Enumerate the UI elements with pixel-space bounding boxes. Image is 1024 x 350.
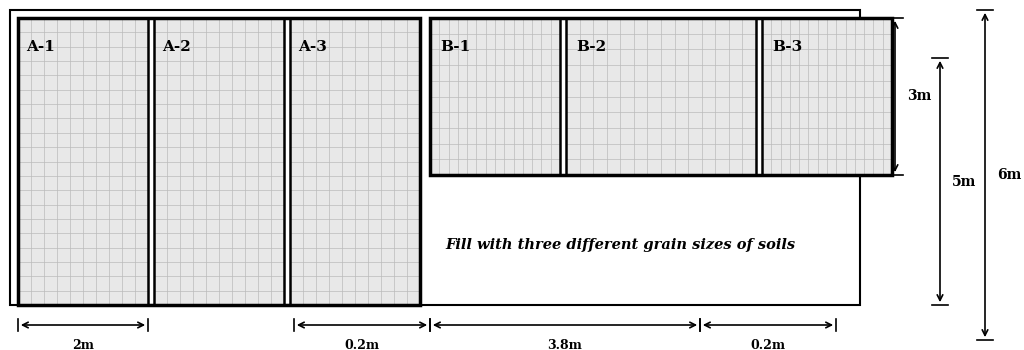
Bar: [566, 18, 756, 175]
Bar: [154, 18, 284, 305]
Text: A-3: A-3: [298, 40, 327, 54]
Bar: [290, 18, 420, 305]
Text: B-3: B-3: [772, 40, 802, 54]
Text: 3m: 3m: [907, 90, 932, 104]
Text: 5m: 5m: [952, 175, 976, 189]
Bar: [762, 18, 892, 175]
Bar: [18, 18, 148, 305]
Bar: [762, 18, 892, 175]
Bar: [430, 18, 560, 175]
Text: 6m: 6m: [997, 168, 1021, 182]
Bar: [18, 18, 420, 305]
Text: A-2: A-2: [162, 40, 190, 54]
Text: A-1: A-1: [26, 40, 55, 54]
Bar: [18, 18, 148, 305]
Text: 2m: 2m: [72, 339, 94, 350]
Bar: [10, 10, 860, 305]
Bar: [430, 18, 892, 175]
Text: 3.8m: 3.8m: [548, 339, 583, 350]
Text: 0.2m: 0.2m: [344, 339, 380, 350]
Text: Fill with three different grain sizes of soils: Fill with three different grain sizes of…: [445, 238, 795, 252]
Bar: [430, 18, 560, 175]
Bar: [290, 18, 420, 305]
Text: 0.2m: 0.2m: [751, 339, 785, 350]
Bar: [154, 18, 284, 305]
Bar: [566, 18, 756, 175]
Text: B-1: B-1: [440, 40, 470, 54]
Text: B-2: B-2: [575, 40, 606, 54]
